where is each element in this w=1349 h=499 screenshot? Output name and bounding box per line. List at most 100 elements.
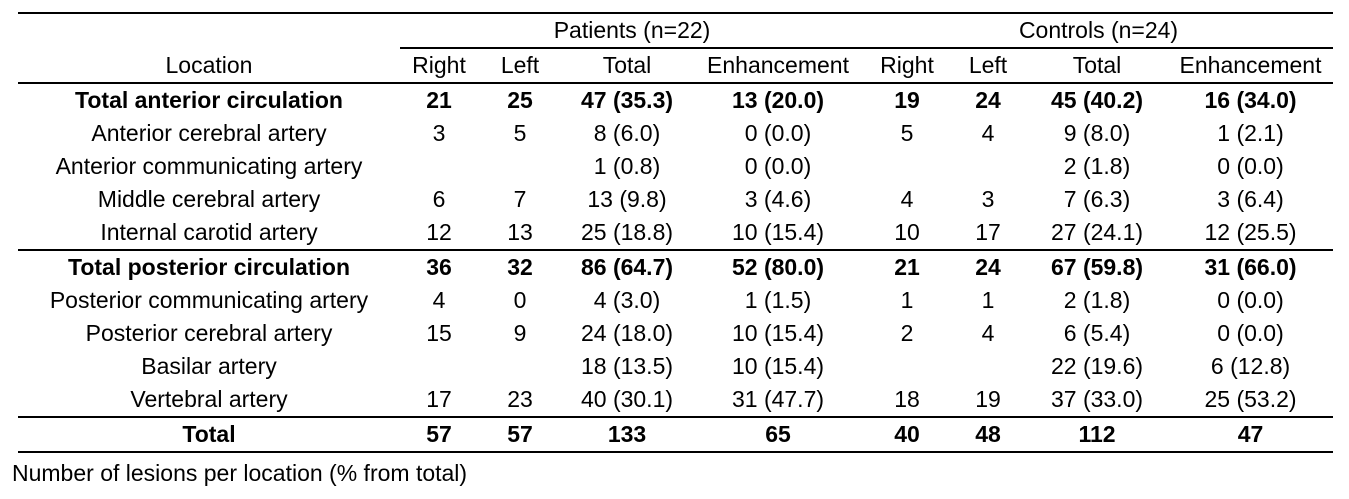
table-row: Vertebral artery 17 23 40 (30.1) 31 (47.7) 18… <box>18 383 1333 417</box>
lesion-location-table: Patients (n=22) Controls (n=24) Location… <box>18 12 1334 453</box>
table-footnote: Number of lesions per location (% from t… <box>12 460 468 486</box>
group-header-row: Patients (n=22) Controls (n=24) <box>18 13 1334 49</box>
value-cell <box>950 150 1026 183</box>
value-cell: 24 (18.0) <box>580 320 674 346</box>
value-cell <box>864 350 950 383</box>
location-cell: Vertebral artery <box>130 386 288 412</box>
value-cell: 8 (6.0) <box>593 120 661 146</box>
value-cell: 17 <box>426 386 452 412</box>
table-row: Total anterior circulation 21 25 47 (35.3) 1… <box>18 83 1333 117</box>
value-cell: 1 <box>900 287 914 313</box>
value-cell: 40 (30.1) <box>580 386 674 412</box>
value-cell: 13 (9.8) <box>587 186 667 212</box>
value-cell: 31 (66.0) <box>1168 249 1334 284</box>
table-row: Basilar artery 18 (13.5) 10 (15.4) 22 (19.6… <box>18 350 1333 383</box>
value-cell: 6 (5.4) <box>1063 320 1131 346</box>
value-cell: 40 <box>864 416 950 453</box>
value-cell: 15 <box>426 320 452 346</box>
value-cell: 12 (25.5) <box>1204 219 1297 245</box>
value-cell <box>864 150 950 183</box>
value-cell <box>950 350 1026 383</box>
value-cell: 17 <box>975 219 1001 245</box>
value-cell: 13 <box>507 219 533 245</box>
table-row: Posterior cerebral artery 15 9 24 (18.0) 10 … <box>18 317 1333 350</box>
group-header-spacer <box>18 13 400 48</box>
location-cell: Posterior cerebral artery <box>85 320 333 346</box>
table-row: Anterior cerebral artery 3 5 8 (6.0) 0 (0.0)… <box>18 117 1333 150</box>
value-cell: 25 <box>507 87 533 113</box>
column-header-controls-enhancement: Enhancement <box>1168 48 1334 84</box>
value-cell <box>478 350 562 383</box>
table-row: Middle cerebral artery 6 7 13 (9.8) 3 (4.6) 4… <box>18 183 1333 216</box>
value-cell: 7 (6.3) <box>1063 186 1131 212</box>
column-header-patients-right: Right <box>400 48 478 84</box>
value-cell: 4 (3.0) <box>593 287 661 313</box>
value-cell: 18 <box>894 386 920 412</box>
location-cell: Internal carotid artery <box>100 219 318 245</box>
value-cell: 86 (64.7) <box>562 249 692 284</box>
value-cell: 67 (59.8) <box>1026 249 1168 284</box>
value-cell: 36 <box>400 249 478 284</box>
value-cell: 45 (40.2) <box>1050 87 1144 113</box>
value-cell: 3 <box>981 186 995 212</box>
value-cell <box>400 350 478 383</box>
value-cell: 6 (12.8) <box>1210 353 1291 379</box>
value-cell: 9 (8.0) <box>1063 120 1131 146</box>
value-cell: 1 <box>981 287 995 313</box>
group-header-controls: Controls (n=24) <box>864 13 1334 49</box>
column-header-controls-right: Right <box>864 48 950 84</box>
value-cell: 4 <box>432 287 446 313</box>
value-cell: 24 <box>975 87 1001 113</box>
value-cell: 133 <box>562 416 692 453</box>
value-cell: 7 <box>513 186 527 212</box>
value-cell: 10 <box>894 219 920 245</box>
value-cell: 32 <box>478 249 562 284</box>
value-cell: 21 <box>864 249 950 284</box>
value-cell: 2 (1.8) <box>1063 153 1131 179</box>
table-row: Internal carotid artery 12 13 25 (18.8) 10 (… <box>18 216 1333 250</box>
value-cell: 112 <box>1026 416 1168 453</box>
column-header-controls-total: Total <box>1026 48 1168 84</box>
value-cell: 0 (0.0) <box>1217 287 1284 313</box>
value-cell: 22 (19.6) <box>1050 353 1144 379</box>
column-header-row: Location Right Left Total Enhancement Ri… <box>18 48 1334 84</box>
value-cell: 27 (24.1) <box>1050 219 1144 245</box>
value-cell: 23 <box>507 386 533 412</box>
value-cell: 37 (33.0) <box>1050 386 1144 412</box>
value-cell: 19 <box>894 87 920 113</box>
location-cell: Anterior communicating artery <box>55 153 363 179</box>
value-cell: 31 (47.7) <box>731 386 825 412</box>
table-body: Total anterior circulation 21 25 47 (35.3) 1… <box>18 83 1334 453</box>
value-cell: 4 <box>981 320 995 346</box>
value-cell: 25 (18.8) <box>580 219 674 245</box>
table-row: Total posterior circulation 36 32 86 (64.7)… <box>18 249 1334 284</box>
value-cell: 3 (4.6) <box>744 186 812 212</box>
value-cell: 52 (80.0) <box>692 249 864 284</box>
value-cell: 0 (0.0) <box>744 153 812 179</box>
value-cell: 57 <box>400 416 478 453</box>
location-cell: Middle cerebral artery <box>97 186 321 212</box>
column-header-patients-left: Left <box>478 48 562 84</box>
value-cell: 6 <box>432 186 446 212</box>
value-cell <box>400 150 478 183</box>
value-cell: 4 <box>900 186 914 212</box>
value-cell: 4 <box>981 120 995 146</box>
value-cell: 47 (35.3) <box>580 87 674 113</box>
value-cell: 13 (20.0) <box>731 87 825 113</box>
value-cell: 1 (1.5) <box>744 287 812 313</box>
table-row: Total 57 57 133 65 40 48 112 47 <box>18 416 1334 453</box>
value-cell: 10 (15.4) <box>731 320 825 346</box>
value-cell: 2 (1.8) <box>1063 287 1131 313</box>
location-cell: Basilar artery <box>141 353 277 379</box>
value-cell: 0 (0.0) <box>744 120 812 146</box>
column-header-location: Location <box>18 48 400 84</box>
value-cell: 3 (6.4) <box>1217 186 1284 212</box>
column-header-controls-left: Left <box>950 48 1026 84</box>
value-cell: 1 (0.8) <box>593 153 661 179</box>
location-cell: Total anterior circulation <box>75 87 343 113</box>
table-row: Anterior communicating artery 1 (0.8) 0 (0… <box>18 150 1333 183</box>
value-cell: 0 (0.0) <box>1217 153 1284 179</box>
value-cell: 16 (34.0) <box>1204 87 1297 113</box>
value-cell: 5 <box>513 120 527 146</box>
